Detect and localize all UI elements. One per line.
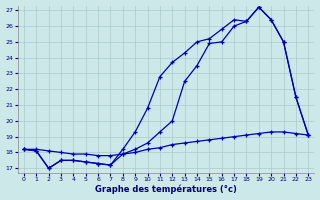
X-axis label: Graphe des températures (°c): Graphe des températures (°c)	[95, 185, 237, 194]
